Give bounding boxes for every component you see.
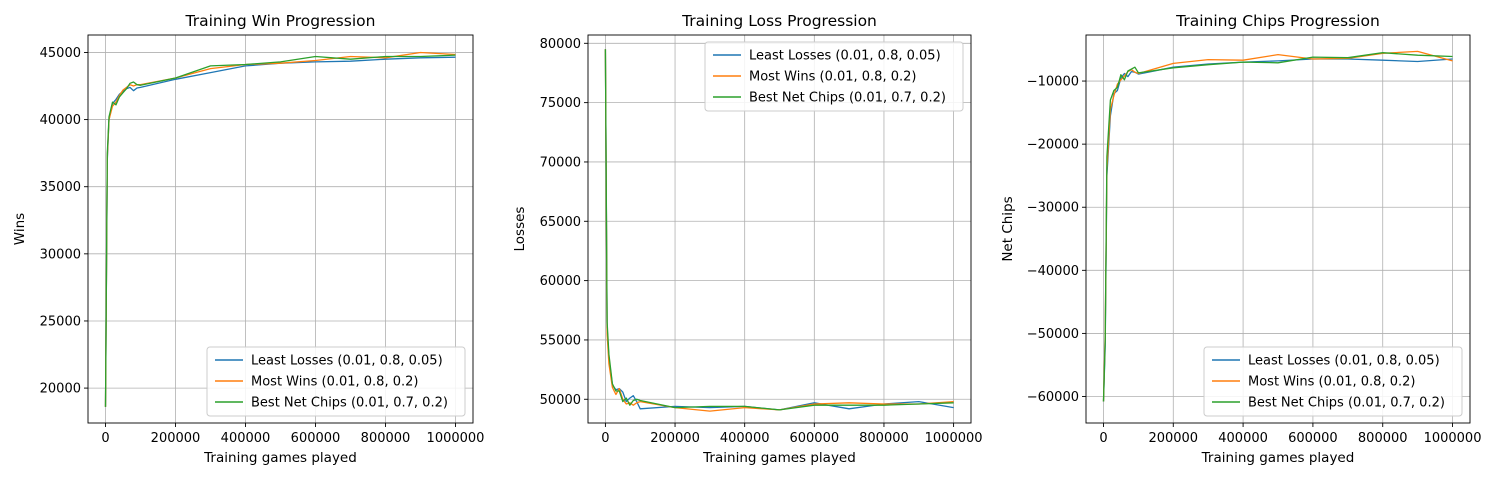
legend-entry: Least Losses (0.01, 0.8, 0.05) xyxy=(251,354,443,369)
y-tick-label: 60000 xyxy=(540,274,581,289)
x-tick-label: 1000000 xyxy=(1424,431,1482,446)
legend: Least Losses (0.01, 0.8, 0.05) Most Wins … xyxy=(206,346,466,417)
series-line-2 xyxy=(604,49,954,412)
legend-box xyxy=(206,346,466,417)
y-tick-label: 20000 xyxy=(40,382,81,397)
y-tick-label: 80000 xyxy=(540,37,581,52)
y-tick-label: 70000 xyxy=(540,155,581,170)
y-tick-label: 40000 xyxy=(40,113,81,128)
y-tick-label: 30000 xyxy=(40,247,81,262)
chart-title: Training Chips Progression xyxy=(1175,12,1380,30)
x-tick-label: 600000 xyxy=(789,431,839,446)
legend-entry: Least Losses (0.01, 0.8, 0.05) xyxy=(1248,354,1440,369)
y-tick-label: 75000 xyxy=(540,96,581,111)
x-axis-label: Training games played xyxy=(203,450,357,466)
series-line-2 xyxy=(1102,50,1453,402)
legend: Least Losses (0.01, 0.8, 0.05) Most Wins … xyxy=(1203,346,1463,417)
x-tick-label: 0 xyxy=(1099,431,1107,446)
legend-entry: Best Net Chips (0.01, 0.7, 0.2) xyxy=(749,91,946,106)
x-tick-label: 1000000 xyxy=(925,431,983,446)
x-tick-label: 800000 xyxy=(1358,431,1408,446)
x-tick-label: 0 xyxy=(601,431,609,446)
plot-frame xyxy=(1085,34,1471,424)
x-axis-label: Training games played xyxy=(702,450,856,466)
x-tick-label: 200000 xyxy=(650,431,700,446)
x-tick-label: 600000 xyxy=(1288,431,1338,446)
y-tick-label: −20000 xyxy=(1027,138,1079,153)
x-tick-label: 1000000 xyxy=(427,431,485,446)
y-tick-label: −60000 xyxy=(1027,390,1079,405)
legend-entry: Most Wins (0.01, 0.8, 0.2) xyxy=(1248,375,1415,390)
x-tick-label: 200000 xyxy=(151,431,201,446)
legend: Least Losses (0.01, 0.8, 0.05) Most Wins … xyxy=(704,41,964,112)
x-axis-label: Training games played xyxy=(1201,450,1355,466)
y-tick-label: 50000 xyxy=(540,393,581,408)
x-tick-label: 400000 xyxy=(1218,431,1268,446)
legend-box xyxy=(1203,346,1463,417)
y-axis-label: Losses xyxy=(512,207,528,252)
x-tick-label: 400000 xyxy=(720,431,770,446)
legend-entry: Best Net Chips (0.01, 0.7, 0.2) xyxy=(251,396,448,411)
legend-entry: Most Wins (0.01, 0.8, 0.2) xyxy=(251,375,418,390)
series-line-3 xyxy=(104,54,456,407)
legend-entry: Best Net Chips (0.01, 0.7, 0.2) xyxy=(1248,396,1445,411)
x-tick-label: 400000 xyxy=(221,431,271,446)
y-tick-label: 65000 xyxy=(540,215,581,230)
y-axis-label: Wins xyxy=(12,213,28,245)
y-tick-label: −40000 xyxy=(1027,264,1079,279)
series-line-3 xyxy=(604,49,954,411)
y-tick-label: 45000 xyxy=(40,46,81,61)
series-line-1 xyxy=(104,56,456,407)
y-tick-label: −30000 xyxy=(1027,201,1079,216)
plot-frame xyxy=(87,34,474,424)
y-tick-label: 35000 xyxy=(40,180,81,195)
x-tick-label: 0 xyxy=(101,431,109,446)
y-tick-label: 55000 xyxy=(540,333,581,348)
y-tick-label: −10000 xyxy=(1027,75,1079,90)
x-tick-label: 800000 xyxy=(361,431,411,446)
series-line-3 xyxy=(1102,52,1453,402)
legend-box xyxy=(704,41,964,112)
x-tick-label: 800000 xyxy=(859,431,909,446)
y-axis-label: Net Chips xyxy=(1000,196,1016,261)
legend-entry: Least Losses (0.01, 0.8, 0.05) xyxy=(749,49,941,64)
chart-title: Training Loss Progression xyxy=(681,12,877,30)
plot-frame xyxy=(587,34,972,424)
chart-title: Training Win Progression xyxy=(185,12,376,30)
legend-entry: Most Wins (0.01, 0.8, 0.2) xyxy=(749,70,916,85)
subplot-1: 0 200000 400000 600000 800000 1000000 20000 250… xyxy=(12,12,484,466)
y-tick-label: −50000 xyxy=(1027,327,1079,342)
x-tick-label: 200000 xyxy=(1148,431,1198,446)
subplot-2: 0 200000 400000 600000 800000 1000000 50000 550… xyxy=(512,12,983,466)
x-tick-label: 600000 xyxy=(291,431,341,446)
subplot-3: 0 200000 400000 600000 800000 1000000 −60000 −5… xyxy=(1000,12,1481,466)
y-tick-label: 25000 xyxy=(40,314,81,329)
